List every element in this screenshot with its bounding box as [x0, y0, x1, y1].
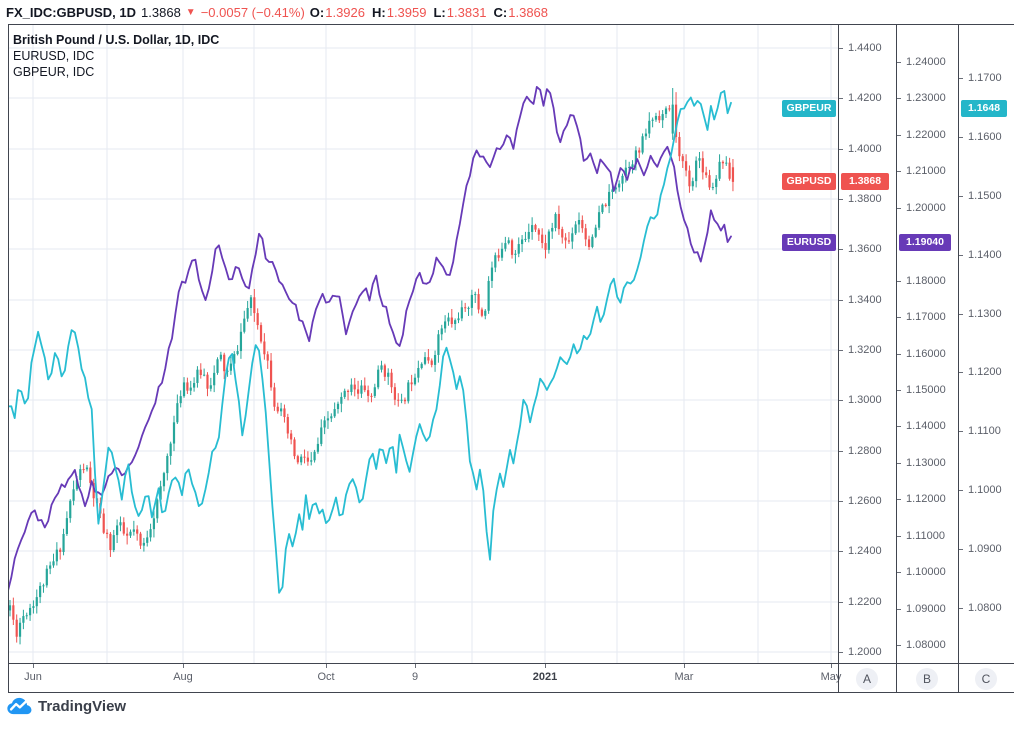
price-tick-c: 1.0800 [959, 602, 1013, 614]
price-tick-b: 1.11000 [897, 530, 957, 542]
price-change: −0.0057 (−0.41%) [200, 4, 305, 20]
price-tick-b: 1.13000 [897, 457, 957, 469]
pane-border-axis-top [8, 663, 1014, 664]
high-label: H: [372, 4, 386, 20]
time-tick-mark [684, 664, 685, 668]
scale-a-button[interactable]: A [856, 668, 878, 690]
legend-overlay-gbpeur[interactable]: GBPEUR, IDC [13, 65, 95, 79]
scale-b-separator [896, 24, 897, 692]
time-tick-mark [545, 664, 546, 668]
legend-overlay-eurusd[interactable]: EURUSD, IDC [13, 49, 95, 63]
price-tick-c: 1.1200 [959, 366, 1013, 378]
down-arrow-icon: ▼ [185, 6, 196, 18]
price-tick-a: 1.2200 [839, 596, 895, 608]
series-tag-eurusd[interactable]: EURUSD [782, 234, 836, 252]
price-tick-b: 1.16000 [897, 348, 957, 360]
price-tick-b: 1.18000 [897, 275, 957, 287]
symbol-title[interactable]: FX_IDC:GBPUSD, 1D [6, 4, 137, 20]
price-tick-a: 1.2800 [839, 445, 895, 457]
scale-b-button[interactable]: B [916, 668, 938, 690]
last-price-tag-eurusd: 1.19040 [899, 234, 951, 252]
price-tick-c: 1.1000 [959, 484, 1013, 496]
price-tick-c: 1.1500 [959, 190, 1013, 202]
tradingview-branding[interactable]: TradingView [6, 697, 126, 715]
open-label: O: [309, 4, 325, 20]
price-tick-a: 1.3200 [839, 344, 895, 356]
scale-a-separator [838, 24, 839, 692]
price-tick-c: 1.1400 [959, 249, 1013, 261]
scale-c-separator [958, 24, 959, 692]
high-value: 1.3959 [386, 4, 427, 20]
price-tick-b: 1.20000 [897, 202, 957, 214]
time-tick-mark [326, 664, 327, 668]
price-tick-c: 1.0900 [959, 543, 1013, 555]
price-tick-a: 1.3000 [839, 394, 895, 406]
price-tick-b: 1.24000 [897, 56, 957, 68]
price-tick-b: 1.21000 [897, 165, 957, 177]
price-tick-a: 1.3400 [839, 294, 895, 306]
time-tick-label: 2021 [532, 671, 558, 683]
scale-c-button[interactable]: C [975, 668, 997, 690]
price-tick-c: 1.1700 [959, 72, 1013, 84]
series-tag-gbpeur[interactable]: GBPEUR [782, 100, 836, 118]
price-tick-b: 1.14000 [897, 420, 957, 432]
price-tick-a: 1.4400 [839, 42, 895, 54]
symbol-info-bar[interactable]: FX_IDC:GBPUSD, 1D 1.3868 ▼ −0.0057 (−0.4… [6, 0, 555, 24]
time-tick-label: 9 [411, 671, 419, 683]
price-tick-a: 1.2600 [839, 495, 895, 507]
price-tick-c: 1.1600 [959, 131, 1013, 143]
brand-name[interactable]: TradingView [38, 697, 127, 715]
price-tick-b: 1.09000 [897, 603, 957, 615]
last-price-tag-gbpusd: 1.3868 [841, 173, 889, 191]
low-value: 1.3831 [446, 4, 487, 20]
price-tick-b: 1.12000 [897, 493, 957, 505]
price-tick-a: 1.3800 [839, 193, 895, 205]
price-tick-b: 1.15000 [897, 384, 957, 396]
pane-border-top [8, 24, 1014, 25]
time-axis[interactable]: Jun Aug Oct 9 2021 Mar May [8, 663, 1014, 692]
price-tick-c: 1.1100 [959, 425, 1013, 437]
time-tick-label: Oct [317, 671, 335, 683]
chart-canvas[interactable] [8, 24, 838, 663]
time-tick-label: May [820, 671, 842, 683]
price-tick-b: 1.23000 [897, 92, 957, 104]
legend-main-series[interactable]: British Pound / U.S. Dollar, 1D, IDC [13, 33, 220, 47]
time-tick-label: Mar [674, 671, 694, 683]
price-tick-a: 1.4200 [839, 92, 895, 104]
series-tag-gbpusd[interactable]: GBPUSD [782, 173, 836, 191]
pane-border-bottom [8, 692, 1014, 693]
close-label: C: [493, 4, 508, 20]
time-tick-mark [33, 664, 34, 668]
last-price: 1.3868 [141, 4, 181, 20]
last-price-tag-gbpeur: 1.1648 [961, 100, 1007, 118]
time-tick-mark [415, 664, 416, 668]
price-tick-c: 1.1300 [959, 308, 1013, 320]
pane-border-left [8, 24, 9, 692]
price-tick-b: 1.22000 [897, 129, 957, 141]
price-tick-b: 1.17000 [897, 311, 957, 323]
chart-legend[interactable]: British Pound / U.S. Dollar, 1D, IDC EUR… [13, 32, 219, 80]
time-tick-mark [831, 664, 832, 668]
time-tick-mark [183, 664, 184, 668]
close-value: 1.3868 [508, 4, 549, 20]
price-tick-b: 1.08000 [897, 639, 957, 651]
price-tick-a: 1.2000 [839, 646, 895, 658]
price-tick-a: 1.4000 [839, 143, 895, 155]
price-tick-a: 1.3600 [839, 243, 895, 255]
time-tick-label: Jun [24, 671, 42, 683]
price-tick-a: 1.2400 [839, 545, 895, 557]
time-tick-label: Aug [173, 671, 193, 683]
low-label: L: [433, 4, 446, 20]
open-value: 1.3926 [325, 4, 365, 20]
price-tick-b: 1.10000 [897, 566, 957, 578]
tradingview-logo-icon[interactable] [6, 697, 33, 715]
